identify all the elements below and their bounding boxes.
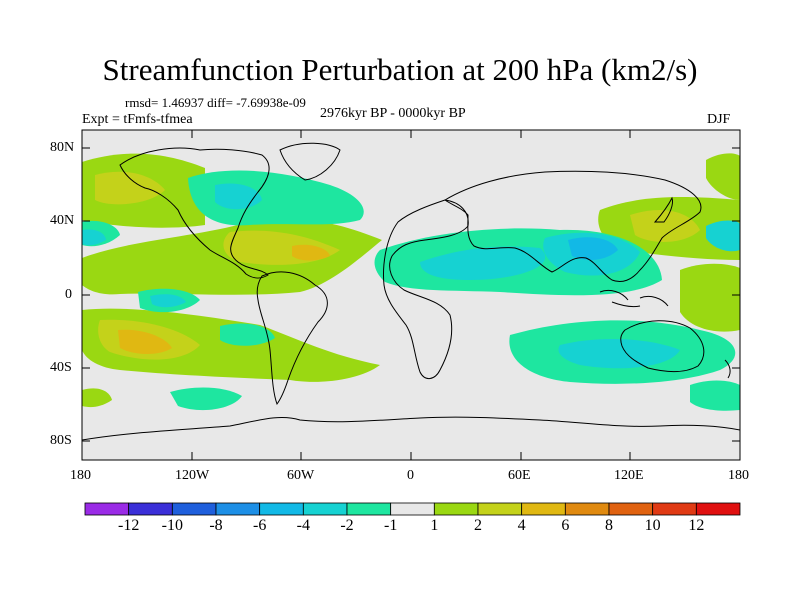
eurasia-outline xyxy=(444,170,702,283)
colorbar-box xyxy=(84,502,130,516)
lat-tick-label: 40N xyxy=(50,213,75,228)
season-label: DJF xyxy=(707,112,731,127)
south-america-outline xyxy=(256,271,328,406)
experiment-label: Expt = tFmfs-tfmea xyxy=(82,112,193,127)
lon-tick-label: 180 xyxy=(728,468,749,483)
greenland-outline xyxy=(279,142,341,181)
southeast-asia-islands xyxy=(599,289,669,308)
colorbar-label: 12 xyxy=(688,517,705,534)
colorbar-label: -2 xyxy=(340,517,354,534)
axis-ticks xyxy=(81,130,741,460)
north-america-outline xyxy=(119,147,270,279)
colorbar-box xyxy=(302,502,348,516)
colorbar-box xyxy=(390,502,435,516)
lat-tick-label: 40S xyxy=(50,360,72,375)
lon-tick-label: 120W xyxy=(175,468,210,483)
period-label: 2976kyr BP - 0000kyr BP xyxy=(320,106,466,121)
lon-tick-label: 180 xyxy=(70,468,91,483)
lat-tick-label: 80S xyxy=(50,433,72,448)
colorbar-box xyxy=(215,502,261,516)
colorbar-box xyxy=(608,502,654,516)
colorbar xyxy=(84,502,741,516)
colorbar-label: 10 xyxy=(644,517,661,534)
coastlines xyxy=(82,142,740,441)
colorbar-box xyxy=(433,502,479,516)
colorbar-label: -1 xyxy=(383,517,398,534)
australia-outline xyxy=(620,320,705,372)
colorbar-label: -10 xyxy=(161,517,183,534)
colorbar-box xyxy=(128,502,173,516)
colorbar-label: 1 xyxy=(430,517,439,534)
japan-outline xyxy=(653,196,673,223)
colorbar-box xyxy=(695,502,741,516)
colorbar-box xyxy=(652,502,697,516)
lon-tick-label: 0 xyxy=(407,468,414,483)
colorbar-label: -8 xyxy=(209,517,223,534)
lon-tick-label: 60E xyxy=(508,468,531,483)
antarctica-outline xyxy=(82,416,740,441)
colorbar-box xyxy=(521,502,566,516)
colorbar-label: 2 xyxy=(474,517,482,534)
lat-tick-label: 80N xyxy=(50,140,75,155)
stats-label: rmsd= 1.46937 diff= -7.69938e-09 xyxy=(125,95,306,110)
new-zealand-outline xyxy=(724,359,731,379)
colorbar-box xyxy=(171,502,217,516)
positive-anomaly-regions xyxy=(82,153,740,411)
lat-tick-label: 0 xyxy=(65,287,72,302)
colorbar-label: 6 xyxy=(561,517,570,534)
colorbar-label: 4 xyxy=(517,517,526,534)
colorbar-box xyxy=(564,502,610,516)
colorbar-label: 8 xyxy=(605,517,613,534)
colorbar-label: -4 xyxy=(296,517,310,534)
colorbar-label: -12 xyxy=(117,517,140,534)
colorbar-box xyxy=(346,502,392,516)
colorbar-box xyxy=(477,502,523,516)
lon-tick-label: 120E xyxy=(614,468,644,483)
colorbar-box xyxy=(259,502,304,516)
colorbar-label: -6 xyxy=(252,517,267,534)
lon-tick-label: 60W xyxy=(287,468,315,483)
plot-title: Streamfunction Perturbation at 200 hPa (… xyxy=(102,52,698,87)
map-panel xyxy=(82,130,740,460)
